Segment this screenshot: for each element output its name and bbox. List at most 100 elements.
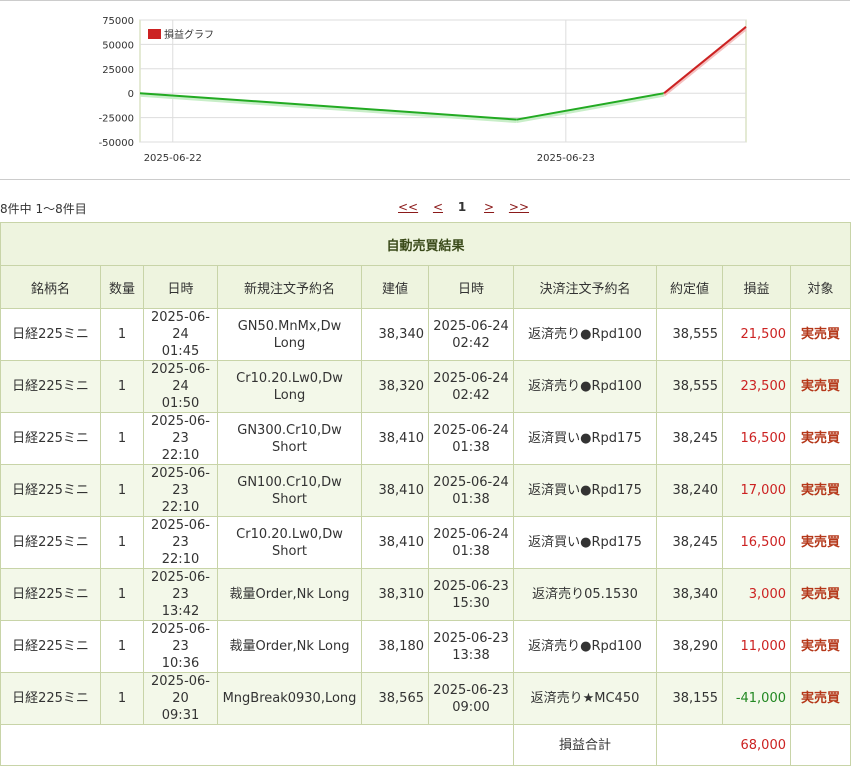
profit-loss-cell: 21,500 [722,308,791,361]
open-datetime-cell: 2025-06-20 09:31 [143,672,218,725]
open-order-name-cell: GN300.Cr10,Dw Short [217,412,362,465]
target-cell: 実売買 [789,308,852,361]
close-order-name-cell: 返済売り●Rpd100 [513,308,657,361]
header-row: 銘柄名 数量 日時 新規注文予約名 建値 日時 決済注文予約名 約定値 損益 対象 [0,265,852,309]
date-text: 2025-06-23 [150,518,210,550]
target-cell: 実売買 [789,464,852,517]
table-row: 日経225ミニ 1 2025-06-24 01:45 GN50.MnMx,Dw Long… [0,308,852,361]
close-price-cell: 38,340 [656,568,723,621]
quantity-cell: 1 [100,672,144,725]
close-price-cell: 38,240 [656,464,723,517]
time-text: 01:38 [452,543,490,559]
y-tick-label: -25000 [99,114,134,125]
table-row: 日経225ミニ 1 2025-06-24 01:50 Cr10.20.Lw0,Dw Lo… [0,360,852,413]
close-order-name-cell: 返済売り★MC450 [513,672,657,725]
date-text: 2025-06-23 [433,578,509,594]
time-text: 22:10 [161,552,200,567]
target-cell: 実売買 [789,568,852,621]
column-header: 新規注文予約名 [217,265,362,309]
time-text: 13:42 [161,604,200,619]
total-row: 損益合計 68,000 [0,724,852,766]
close-datetime-cell: 2025-06-23 13:38 [428,620,514,673]
x-tick-label: 2025-06-22 [144,153,202,164]
date-text: 2025-06-20 [150,674,210,706]
first-page-link[interactable]: << [398,200,419,214]
close-order-name-cell: 返済買い●Rpd175 [513,412,657,465]
total-label: 損益合計 [513,724,657,766]
date-text: 2025-06-24 [433,422,509,438]
close-datetime-cell: 2025-06-24 02:42 [428,308,514,361]
profit-loss-cell: 17,000 [722,464,791,517]
target-cell: 実売買 [789,672,852,725]
column-header: 数量 [100,265,144,309]
column-header: 銘柄名 [0,265,101,309]
open-price-cell: 38,340 [361,308,429,361]
result-count: 8件中 1～8件目 [0,202,87,216]
profit-loss-cell: 16,500 [722,516,791,569]
column-header: 建値 [361,265,429,309]
date-text: 2025-06-23 [150,466,210,498]
open-order-name-cell: GN50.MnMx,Dw Long [217,308,362,361]
symbol-cell: 日経225ミニ [0,464,101,517]
open-datetime-cell: 2025-06-23 10:36 [143,620,218,673]
column-header: 日時 [143,265,218,309]
close-order-name-cell: 返済買い●Rpd175 [513,464,657,517]
table-row: 日経225ミニ 1 2025-06-23 13:42 裁量Order,Nk Long 38… [0,568,852,621]
open-order-name-cell: 裁量Order,Nk Long [217,568,362,621]
date-text: 2025-06-23 [150,414,210,446]
legend-label: 損益グラフ [164,28,214,41]
open-price-cell: 38,410 [361,516,429,569]
total-value: 68,000 [656,724,791,766]
close-order-name-cell: 返済売り05.1530 [513,568,657,621]
last-page-link[interactable]: >> [508,200,530,214]
open-order-name-cell: MngBreak0930,Long [217,672,362,725]
close-datetime-cell: 2025-06-24 01:38 [428,516,514,569]
date-text: 2025-06-24 [433,526,509,542]
symbol-cell: 日経225ミニ [0,308,101,361]
open-order-name-cell: GN100.Cr10,Dw Short [217,464,362,517]
date-text: 2025-06-23 [433,630,509,646]
profit-loss-cell: -41,000 [722,672,791,725]
y-tick-label: 50000 [102,40,134,51]
pl-chart: 75000 50000 25000 0 -25000 -50000 2025-06-22 20… [99,16,747,164]
time-text: 01:38 [452,491,490,507]
symbol-cell: 日経225ミニ [0,360,101,413]
date-text: 2025-06-24 [150,362,210,394]
profit-loss-cell: 11,000 [722,620,791,673]
quantity-cell: 1 [100,464,144,517]
date-text: 2025-06-24 [433,318,509,334]
column-header: 決済注文予約名 [513,265,657,309]
profit-loss-cell: 16,500 [722,412,791,465]
time-text: 09:31 [161,708,200,723]
close-price-cell: 38,555 [656,308,723,361]
close-datetime-cell: 2025-06-23 15:30 [428,568,514,621]
quantity-cell: 1 [100,516,144,569]
open-price-cell: 38,565 [361,672,429,725]
target-cell: 実売買 [789,412,852,465]
symbol-cell: 日経225ミニ [0,516,101,569]
close-datetime-cell: 2025-06-24 01:38 [428,412,514,465]
close-datetime-cell: 2025-06-23 09:00 [428,672,514,725]
open-datetime-cell: 2025-06-24 01:50 [143,360,218,413]
target-cell: 実売買 [789,360,852,413]
close-price-cell: 38,245 [656,412,723,465]
series-shadow [139,93,517,124]
close-datetime-cell: 2025-06-24 02:42 [428,360,514,413]
series-segment [139,92,517,121]
results-table: 自動売買結果 銘柄名 数量 日時 新規注文予約名 建値 日時 決済注文予約名 約定値 損益 対象 … [0,222,852,766]
open-order-name-cell: Cr10.20.Lw0,Dw Short [217,516,362,569]
time-text: 09:00 [452,699,490,715]
close-order-name-cell: 返済売り●Rpd100 [513,360,657,413]
y-tick-label: 25000 [102,65,134,76]
prev-page-link[interactable]: < [432,200,443,214]
total-spacer [0,724,514,766]
symbol-cell: 日経225ミニ [0,568,101,621]
open-price-cell: 38,410 [361,464,429,517]
series-shadow [663,27,747,97]
results-body: 日経225ミニ 1 2025-06-24 01:45 GN50.MnMx,Dw Long… [0,308,852,725]
plot-area [139,19,747,143]
column-header: 日時 [428,265,514,309]
open-price-cell: 38,180 [361,620,429,673]
next-page-link[interactable]: > [484,200,495,214]
open-datetime-cell: 2025-06-23 13:42 [143,568,218,621]
